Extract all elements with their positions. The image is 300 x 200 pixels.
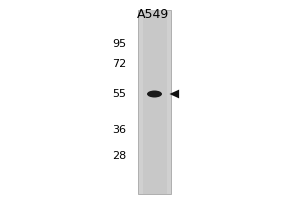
Bar bbox=[138, 10, 171, 194]
Polygon shape bbox=[169, 90, 179, 98]
Text: A549: A549 bbox=[137, 8, 169, 21]
Bar bbox=[142, 10, 167, 194]
Ellipse shape bbox=[147, 90, 162, 98]
Text: 28: 28 bbox=[112, 151, 126, 161]
Text: 72: 72 bbox=[112, 59, 126, 69]
Text: 55: 55 bbox=[112, 89, 126, 99]
Text: 95: 95 bbox=[112, 39, 126, 49]
Text: 36: 36 bbox=[112, 125, 126, 135]
